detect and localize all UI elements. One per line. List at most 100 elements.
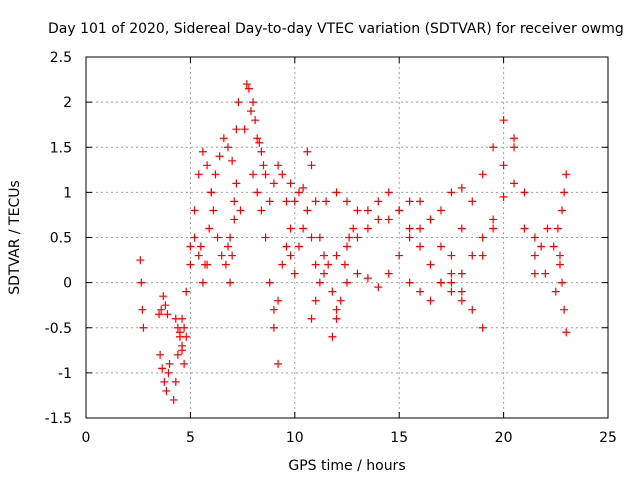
data-point	[203, 161, 212, 170]
data-point	[457, 224, 466, 233]
data-point	[416, 287, 425, 296]
data-point	[541, 269, 550, 278]
data-point	[178, 341, 187, 350]
data-point	[447, 269, 456, 278]
data-point	[205, 224, 214, 233]
data-point	[560, 188, 569, 197]
data-point	[182, 332, 191, 341]
data-point	[209, 206, 218, 215]
data-point	[499, 161, 508, 170]
data-point	[274, 296, 283, 305]
data-point	[232, 125, 241, 134]
y-tick-label: 1.5	[50, 140, 72, 156]
data-point	[447, 278, 456, 287]
data-point	[457, 269, 466, 278]
data-point	[311, 197, 320, 206]
data-point	[489, 224, 498, 233]
data-point	[416, 242, 425, 251]
data-point	[324, 260, 333, 269]
data-point	[332, 314, 341, 323]
data-point	[426, 296, 435, 305]
data-point	[180, 323, 189, 332]
series-sat-b	[155, 292, 172, 319]
y-tick-label: 1	[63, 185, 72, 201]
data-point	[162, 386, 171, 395]
data-point	[320, 269, 329, 278]
data-point	[363, 274, 372, 283]
data-point	[457, 183, 466, 192]
data-point	[261, 170, 270, 179]
data-point	[315, 233, 324, 242]
data-point	[303, 206, 312, 215]
data-point	[537, 242, 546, 251]
data-point	[543, 224, 552, 233]
data-point	[265, 278, 274, 287]
data-point	[307, 314, 316, 323]
data-point	[322, 197, 331, 206]
data-point	[175, 328, 184, 337]
data-point	[182, 287, 191, 296]
data-point	[530, 251, 539, 260]
data-point	[555, 260, 564, 269]
y-tick-label: 2	[63, 95, 72, 111]
data-point	[253, 188, 262, 197]
data-point	[274, 359, 283, 368]
data-point	[194, 251, 203, 260]
data-point	[286, 179, 295, 188]
data-point	[345, 233, 354, 242]
series-sat-x	[478, 143, 560, 296]
data-point	[136, 256, 145, 265]
data-point	[178, 314, 187, 323]
data-point	[269, 179, 278, 188]
data-point	[384, 188, 393, 197]
data-point	[363, 206, 372, 215]
data-point	[190, 233, 199, 242]
data-point	[139, 323, 148, 332]
x-tick-label: 25	[599, 430, 617, 446]
data-point	[499, 192, 508, 201]
series-sat-p	[303, 147, 329, 260]
data-point	[436, 206, 445, 215]
y-tick-label: 0	[63, 276, 72, 292]
data-point	[228, 251, 237, 260]
series-sat-w	[447, 179, 539, 287]
series-sat-v	[405, 116, 519, 305]
data-point	[213, 233, 222, 242]
data-point	[436, 278, 445, 287]
data-point	[286, 251, 295, 260]
data-point	[207, 188, 216, 197]
x-tick-label: 0	[82, 430, 91, 446]
data-point	[269, 323, 278, 332]
series-sat-n	[269, 224, 308, 314]
y-tick-label: -0.5	[45, 321, 72, 337]
data-point	[549, 242, 558, 251]
data-point	[416, 197, 425, 206]
data-point	[171, 377, 180, 386]
y-axis-label: SDTVAR / TECUs	[7, 180, 23, 295]
x-axis-label: GPS time / hours	[288, 458, 405, 474]
data-point	[340, 260, 349, 269]
data-point	[249, 170, 258, 179]
data-point	[221, 260, 230, 269]
data-point	[478, 233, 487, 242]
data-point	[447, 287, 456, 296]
data-point	[311, 296, 320, 305]
data-point	[223, 242, 232, 251]
series-sat-e	[171, 314, 189, 350]
x-tick-label: 15	[390, 430, 408, 446]
data-point	[173, 350, 182, 359]
series-sat-l	[249, 170, 283, 368]
data-point	[555, 251, 564, 260]
data-point	[332, 305, 341, 314]
data-point	[186, 242, 195, 251]
data-point	[447, 251, 456, 260]
data-point	[320, 251, 329, 260]
data-point	[282, 242, 291, 251]
data-point	[510, 179, 519, 188]
data-point	[436, 242, 445, 251]
data-point	[468, 305, 477, 314]
data-point	[165, 359, 174, 368]
data-point	[240, 125, 249, 134]
data-point	[395, 206, 404, 215]
